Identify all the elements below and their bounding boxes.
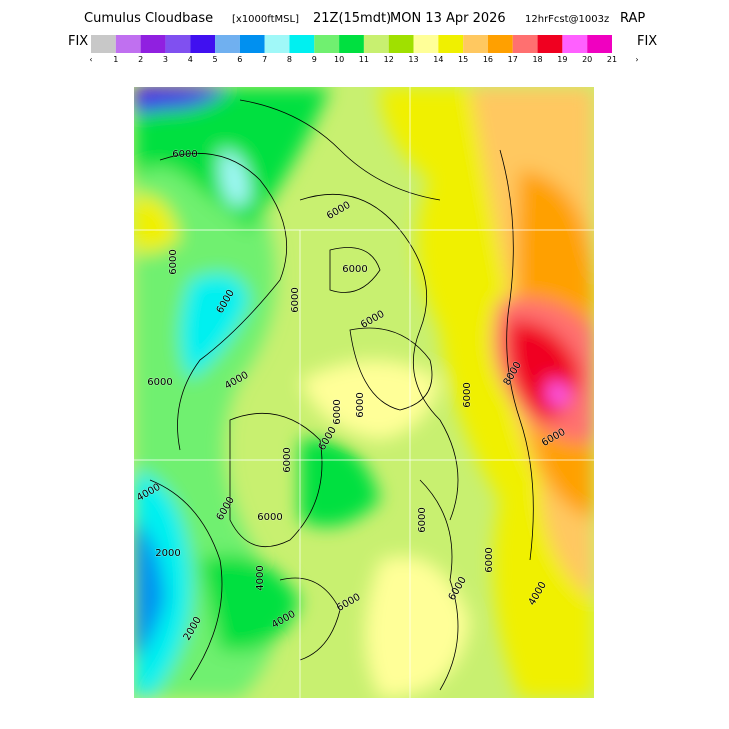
contour-label: 6000 [342,264,367,275]
colorbar-label: 3 [163,55,168,64]
colorbar-swatch [239,35,265,53]
contour-label: 6000 [417,507,428,532]
contour-label: 6000 [282,447,293,472]
contour-label: 6000 [462,382,473,407]
colorbar-label: 2 [138,55,143,64]
colorbar-label: 18 [532,55,542,64]
colorbar-swatch [388,35,414,53]
colorbar-swatch [512,35,538,53]
colorbar-label: 10 [334,55,344,64]
colorbar-swatch [537,35,563,53]
date: MON 13 Apr 2026 [390,11,506,26]
colorbar-swatch [562,35,588,53]
colorbar-label: 21 [607,55,617,64]
contours [149,99,534,691]
header: Cumulus Cloudbase [x1000ftMSL] 21Z(15mdt… [84,11,645,26]
colorbar-swatch [115,35,141,53]
colorbar-label: 15 [458,55,468,64]
contour-label: 4000 [255,565,266,590]
title: Cumulus Cloudbase [84,11,213,26]
contour-label: 6000 [257,512,282,523]
colorbar-label: 1 [113,55,118,64]
contour-label: 6000 [290,287,301,312]
contour-label: 6000 [172,149,197,160]
colorbar-swatch [339,35,364,53]
colorbar-label: 8 [287,55,292,64]
colorbar-label: ‹ [89,55,92,64]
boundaries [134,87,594,698]
fix-left: FIX [68,34,88,49]
colorbar-label: 12 [384,55,394,64]
colorbar-swatch [91,35,116,53]
contour-label: 6000 [484,547,495,572]
colorbar-swatch [314,35,340,53]
fix-right: FIX [637,34,657,49]
model: RAP [620,11,645,26]
units: [x1000ftMSL] [232,14,299,25]
contour-label: 6000 [332,399,343,424]
colorbar-label: 17 [508,55,518,64]
colorbar: ‹ 1 2 3 4 5 6 7 8 9 10 11 12 13 14 15 16 17 18 19 20 21 › [89,35,639,64]
colorbar-swatch [587,35,612,53]
colorbar-swatch [463,35,488,53]
colorbar-swatch [413,35,439,53]
colorbar-label: 20 [582,55,592,64]
colorbar-label: 11 [359,55,369,64]
colorbar-label: 13 [408,55,418,64]
forecast: 12hrFcst@1003z [525,14,609,25]
colorbar-swatch [363,35,389,53]
colorbar-label: 19 [557,55,567,64]
colorbar-label: 4 [188,55,193,64]
colorbar-label: › [635,55,638,64]
field-shading [134,87,594,698]
colorbar-label: 16 [483,55,493,64]
colorbar-label: 5 [213,55,218,64]
colorbar-swatch [215,35,240,53]
colorbar-label: 14 [433,55,443,64]
map-field: 6000 6000 6000 6000 6000 6000 6000 4000 6000 6000… [134,87,594,698]
colorbar-swatch [438,35,464,53]
colorbar-swatch [289,35,315,53]
contour-label: 6000 [168,249,179,274]
colorbar-label: 9 [312,55,317,64]
colorbar-swatch [190,35,216,53]
colorbar-swatch [165,35,191,53]
valid-time: 21Z(15mdt) [313,11,391,26]
contour-label: 6000 [355,392,366,417]
colorbar-label: 7 [262,55,267,64]
colorbar-swatch [487,35,513,53]
contour-label: 6000 [147,377,172,388]
contour-label: 2000 [155,548,180,559]
colorbar-label: 6 [237,55,242,64]
colorbar-swatch [140,35,166,53]
colorbar-swatch [264,35,290,53]
